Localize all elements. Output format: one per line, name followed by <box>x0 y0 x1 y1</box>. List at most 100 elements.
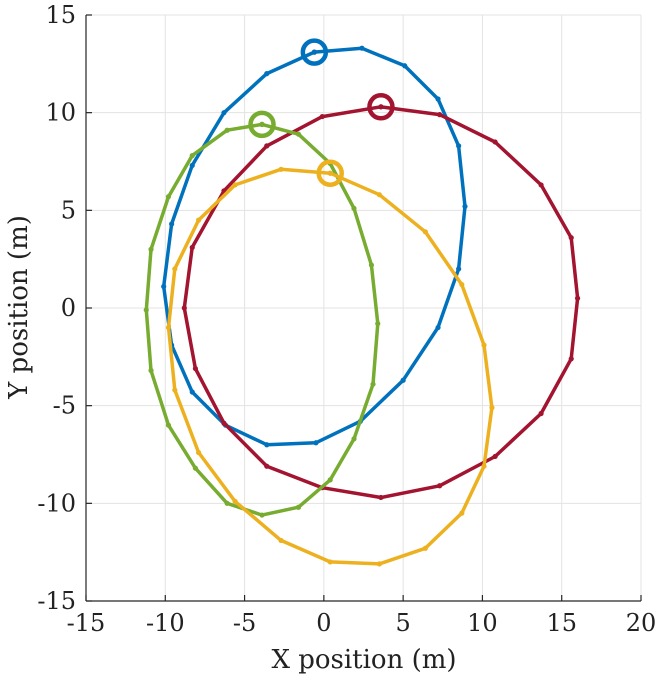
series-yellow <box>165 159 495 567</box>
data-point <box>378 104 384 110</box>
data-point <box>568 356 574 362</box>
series-green <box>143 110 381 518</box>
y-tick-label: 0 <box>61 294 76 322</box>
series-red <box>181 93 581 501</box>
data-point <box>264 463 270 469</box>
x-tick-label: -5 <box>233 609 256 637</box>
series-line-red <box>182 105 580 500</box>
data-point <box>148 367 154 374</box>
data-point <box>224 500 230 506</box>
tick-labels: -15 -10 -5 0 5 10 15 20 -15 -10 -5 0 5 10 15 <box>37 1 656 637</box>
data-point <box>368 262 375 268</box>
data-point <box>351 436 357 442</box>
data-point <box>189 153 195 159</box>
data-point <box>435 324 441 331</box>
data-point <box>195 449 202 456</box>
series-line-green <box>144 122 380 517</box>
axes <box>85 14 642 602</box>
data-point <box>435 96 441 102</box>
data-point <box>189 244 195 251</box>
data-point <box>295 504 302 510</box>
data-point <box>400 377 406 383</box>
x-tick-label: 5 <box>396 609 411 637</box>
data-point <box>189 162 195 169</box>
y-tick-label: -10 <box>37 489 76 517</box>
data-point <box>264 143 270 149</box>
data-point <box>376 192 382 198</box>
data-point <box>402 63 408 69</box>
start-marker-yellow <box>316 159 344 187</box>
data-point <box>359 45 365 51</box>
data-point <box>192 465 199 471</box>
data-point <box>574 295 581 301</box>
x-tick-label: 10 <box>467 609 498 637</box>
data-point <box>192 365 199 372</box>
data-point <box>195 217 202 223</box>
data-point <box>165 324 172 331</box>
data-point <box>264 442 270 448</box>
series-line-blue <box>161 46 467 447</box>
data-point <box>161 283 167 290</box>
series-blue <box>161 38 468 448</box>
y-tick-label: 5 <box>61 196 76 224</box>
data-point <box>459 510 465 516</box>
data-point <box>259 512 265 518</box>
data-point <box>221 110 227 116</box>
data-point <box>422 545 428 551</box>
data-point <box>259 121 265 127</box>
data-point <box>422 229 428 235</box>
data-point <box>172 266 178 272</box>
data-point <box>481 342 487 348</box>
data-point <box>295 131 302 137</box>
x-tick-label: -15 <box>67 609 106 637</box>
data-point <box>375 321 381 327</box>
data-point <box>264 71 270 77</box>
data-point <box>351 205 357 211</box>
data-point <box>327 559 333 565</box>
data-point <box>437 112 443 118</box>
series-line-yellow <box>166 167 494 566</box>
data-point <box>456 266 462 272</box>
data-point <box>311 49 317 55</box>
x-tick-label: -10 <box>146 609 185 637</box>
data-point <box>492 453 498 460</box>
data-point <box>221 420 227 426</box>
data-point <box>538 410 544 417</box>
data-point <box>232 182 238 188</box>
grid <box>85 14 642 602</box>
data-point <box>327 170 333 176</box>
data-point <box>319 113 325 120</box>
data-point <box>370 381 376 387</box>
data-point <box>456 143 462 149</box>
start-marker-blue <box>300 38 329 66</box>
data-point <box>169 221 175 227</box>
y-tick-label: -15 <box>37 587 76 615</box>
data-point <box>462 203 468 210</box>
data-point <box>481 463 487 469</box>
data-point <box>327 477 333 483</box>
data-point <box>313 440 319 446</box>
data-point <box>165 194 172 200</box>
data-point <box>224 127 230 133</box>
x-axis-label: X position (m) <box>271 645 456 675</box>
data-point <box>378 494 384 501</box>
data-point <box>189 389 195 395</box>
y-tick-label: 10 <box>45 99 76 127</box>
data-point <box>568 235 574 241</box>
data-point <box>489 405 495 411</box>
x-tick-label: 15 <box>546 609 577 637</box>
y-tick-label: -5 <box>53 392 76 420</box>
data-point <box>181 305 187 311</box>
data-point <box>538 182 544 188</box>
data-point <box>437 483 443 489</box>
x-tick-label: 20 <box>626 609 657 637</box>
start-marker-green <box>248 110 276 139</box>
data-point <box>165 422 172 428</box>
data-point <box>459 281 465 288</box>
data-point <box>278 166 284 172</box>
data-point <box>232 498 238 504</box>
start-marker-red <box>367 93 395 121</box>
data-point <box>492 139 498 145</box>
data-point <box>148 246 154 252</box>
